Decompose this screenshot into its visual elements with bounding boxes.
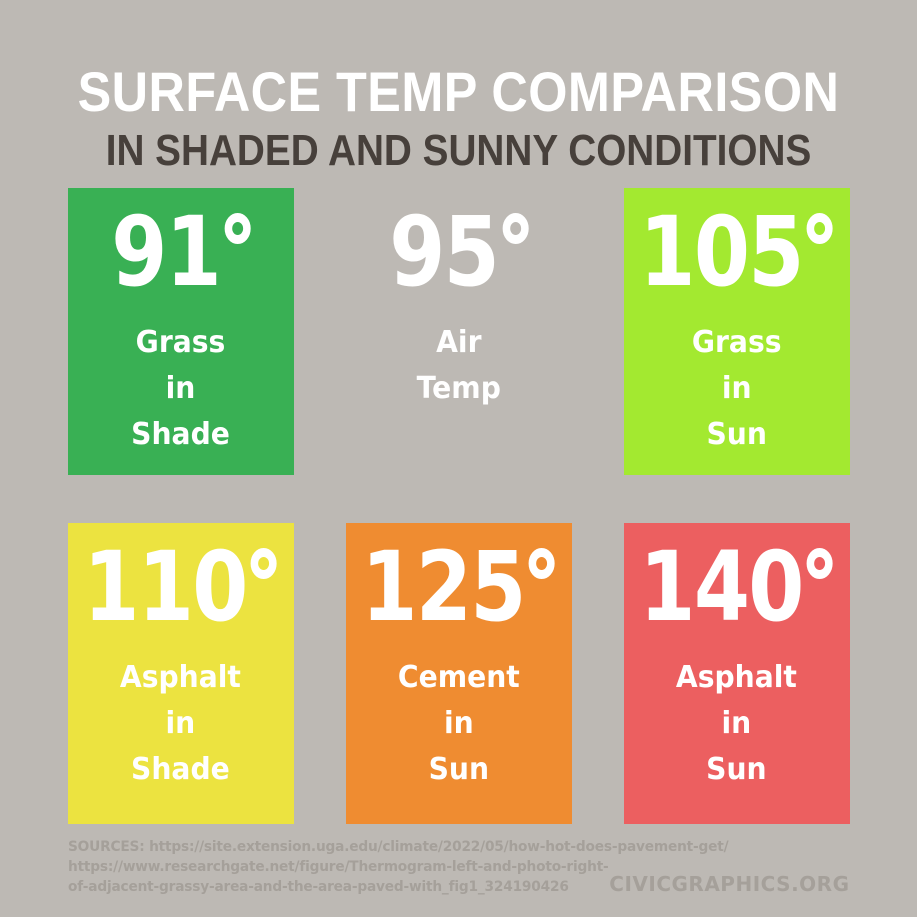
card-cement-in-sun: 125 Cement in Sun [345,523,572,824]
temperature-value: 125 [362,539,556,635]
degree-icon [807,213,834,244]
air-temp-block: 95 Air Temp [346,188,572,475]
label-line: Shade [131,417,230,452]
label-line: in [165,371,196,406]
temperature-value: 105 [640,204,834,300]
header: SURFACE TEMP COMPARISON IN SHADED AND SU… [0,0,917,173]
label-line: Asphalt [675,660,798,695]
sources-line: SOURCES: https://site.extension.uga.edu/… [67,839,729,855]
card-asphalt-in-sun: 140 Asphalt in Sun [623,523,850,824]
label-line: Temp [416,371,501,406]
temperature-number: 140 [639,531,805,643]
label-line: in [165,706,196,741]
footer: SOURCES: https://site.extension.uga.edu/… [68,837,850,897]
page-subtitle: IN SHADED AND SUNNY CONDITIONS [105,126,812,175]
degree-icon [807,548,834,579]
temperature-number: 125 [361,531,527,643]
temperature-value: 140 [640,539,834,635]
label-line: Grass [691,325,782,360]
temperature-value: 110 [84,539,278,635]
card-label: Cement in Sun [398,655,520,793]
temperature-number: 105 [639,196,805,308]
label-line: in [443,706,474,741]
civicgraphics-credit: CIVICGRAPHICS.ORG [609,872,850,896]
card-label: Asphalt in Shade [120,655,241,793]
label-line: Air [435,325,482,360]
temperature-number: 110 [83,531,249,643]
temperature-value: 95 [388,196,529,308]
sources-line: of-adjacent-grassy-area-and-the-area-pav… [67,879,569,895]
label-line: Shade [131,752,230,787]
sources-line: https://www.researchgate.net/figure/Ther… [67,859,609,875]
card-label: Grass in Shade [131,320,230,458]
card-label: Asphalt in Sun [676,655,797,793]
degree-icon [251,548,278,579]
label-line: Asphalt [119,660,242,695]
card-grass-in-shade: 91 Grass in Shade [67,188,294,475]
card-asphalt-in-shade: 110 Asphalt in Shade [67,523,294,824]
label-line: in [721,371,752,406]
card-grass-in-sun: 105 Grass in Sun [623,188,850,475]
temperature-cards-grid: 91 Grass in Shade 95 Air Temp 105 [67,188,850,824]
label-line: in [721,706,752,741]
page-title: SURFACE TEMP COMPARISON [77,60,840,123]
label-line: Cement [397,660,520,695]
label-line: Sun [706,752,767,787]
degree-icon [224,213,251,244]
temperature-value: 91 [110,196,251,308]
card-label: Air Temp [416,320,500,412]
degree-icon [529,548,556,579]
label-line: Sun [428,752,489,787]
temperature-number: 91 [110,196,222,308]
temperature-number: 95 [388,196,500,308]
sources-text: SOURCES: https://site.extension.uga.edu/… [68,837,834,897]
label-line: Grass [135,325,226,360]
degree-icon [502,213,529,244]
card-label: Grass in Sun [692,320,782,458]
label-line: Sun [706,417,767,452]
